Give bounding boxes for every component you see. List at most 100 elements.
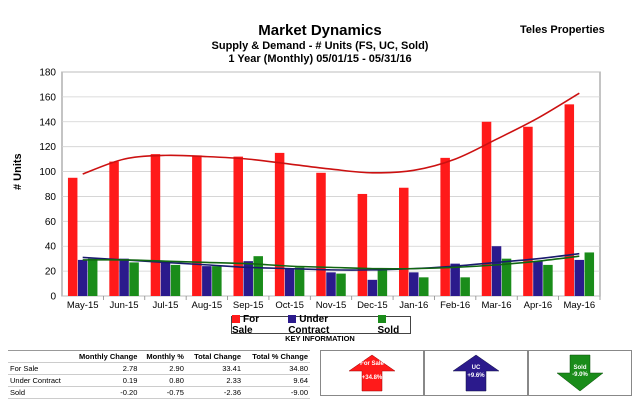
bar-for-sale — [399, 187, 409, 296]
bar-under-contract — [119, 258, 129, 296]
indicator-label: For Sale — [360, 361, 384, 367]
bar-chart: 0 20 40 60 80 100 120 140 160 180 May-15 Jun-15 Jul-… — [39, 68, 601, 311]
indicator-value: -9.0% — [572, 372, 588, 378]
trendline-sold — [82, 255, 580, 270]
key-information-heading: KEY INFORMATION — [285, 334, 355, 343]
x-tick-label: Feb-16 — [440, 300, 470, 311]
bar-for-sale — [481, 121, 492, 297]
x-tick-label: May-16 — [563, 300, 595, 311]
bar-under-contract — [284, 268, 295, 296]
chart-legend: For Sale Under Contract Sold — [231, 314, 411, 336]
indicator-label: UC — [471, 365, 481, 371]
table-cell: 33.41 — [185, 362, 244, 375]
bar-sold — [584, 252, 595, 296]
down-arrow-icon — [556, 354, 604, 392]
row-label: Under Contract — [8, 374, 70, 387]
bar-under-contract — [450, 263, 460, 296]
bar-sold — [336, 273, 346, 296]
y-tick-label: 120 — [39, 142, 56, 153]
brand-name: Teles Properties — [520, 24, 605, 36]
bar-sold — [377, 268, 388, 296]
bar-under-contract — [367, 279, 378, 296]
chart-period: 1 Year (Monthly) 05/01/15 - 05/31/16 — [228, 53, 412, 65]
legend-swatch-sold — [377, 315, 386, 323]
x-tick-label: Aug-15 — [192, 300, 223, 311]
legend-item-sold: Sold — [377, 314, 410, 336]
header-cell: Monthly Change — [69, 350, 140, 363]
bar-under-contract — [409, 272, 419, 296]
table-cell: -0.75 — [139, 386, 186, 399]
indicator-sold: Sold -9.0% — [528, 350, 632, 396]
bar-for-sale — [109, 161, 119, 296]
bar-under-contract — [574, 259, 585, 296]
y-tick-label: 100 — [39, 167, 56, 178]
indicator-value: +9.6% — [467, 373, 485, 379]
chart-title: Market Dynamics — [258, 22, 382, 39]
summary-table-header: Monthly Change Monthly % Total Change To… — [8, 350, 310, 363]
indicator-for-sale: For Sale +34.8% — [320, 350, 424, 396]
x-tick-label: Jan-16 — [399, 300, 428, 311]
y-tick-label: 0 — [50, 292, 56, 303]
bar-sold — [501, 258, 512, 296]
header-cell: Total Change — [185, 350, 244, 363]
bar-under-contract — [202, 266, 212, 296]
header-cell: Monthly % — [139, 350, 186, 363]
bar-sold — [87, 258, 98, 296]
y-axis-label: # Units — [12, 153, 24, 190]
bar-sold — [294, 267, 305, 296]
bar-sold — [253, 256, 263, 296]
legend-swatch-for-sale — [232, 315, 240, 323]
table-cell: -0.20 — [69, 386, 140, 399]
up-arrow-icon — [452, 354, 500, 392]
bar-sold — [129, 262, 139, 296]
bar-under-contract — [160, 261, 171, 296]
trendline-under-contract — [82, 252, 580, 271]
legend-label-sold: Sold — [377, 325, 400, 336]
y-tick-label: 80 — [45, 192, 57, 203]
x-tick-label: May-15 — [67, 300, 99, 311]
bar-for-sale — [357, 193, 368, 296]
table-cell: 0.19 — [69, 374, 140, 387]
x-tick-label: Jul-15 — [153, 300, 179, 311]
y-tick-label: 180 — [39, 68, 56, 79]
table-cell: 34.80 — [243, 362, 310, 375]
bar-sold — [170, 264, 181, 296]
bar-for-sale — [233, 156, 243, 296]
x-tick-label: Mar-16 — [481, 300, 511, 311]
table-cell: 2.90 — [139, 362, 186, 375]
table-cell: -9.00 — [243, 386, 310, 399]
bar-under-contract — [77, 259, 88, 296]
table-row: Sold -0.20 -0.75 -2.36 -9.00 — [8, 386, 310, 399]
header-cell: Total % Change — [243, 350, 310, 363]
table-cell: 9.64 — [243, 374, 310, 387]
bar-for-sale — [316, 172, 326, 296]
y-tick-label: 40 — [45, 242, 57, 253]
x-tick-label: Sep-15 — [233, 300, 264, 311]
table-row: For Sale 2.78 2.90 33.41 34.80 — [8, 362, 310, 375]
bar-under-contract — [491, 246, 502, 296]
bar-sold — [460, 277, 470, 296]
x-tick-label: Nov-15 — [316, 300, 347, 311]
legend-label-under-contract: Under Contract — [288, 314, 330, 336]
bar-for-sale — [274, 152, 285, 296]
legend-swatch-under-contract — [288, 315, 297, 323]
bar-for-sale — [523, 126, 533, 296]
bar-for-sale — [564, 104, 575, 296]
bar-under-contract — [243, 261, 253, 296]
x-tick-label: Oct-15 — [275, 300, 304, 311]
x-tick-label: Jun-15 — [110, 300, 139, 311]
row-label: For Sale — [8, 362, 70, 375]
up-arrow-icon — [348, 354, 396, 392]
legend-label-for-sale: For Sale — [232, 314, 260, 336]
table-cell: 2.33 — [185, 374, 244, 387]
header-cell — [8, 350, 70, 363]
trendline-for-sale — [82, 92, 580, 175]
table-cell: 2.78 — [69, 362, 140, 375]
table-row: Under Contract 0.19 0.80 2.33 9.64 — [8, 374, 310, 387]
indicator-under-contract: UC +9.6% — [424, 350, 528, 396]
table-cell: 0.80 — [139, 374, 186, 387]
bar-under-contract — [533, 261, 543, 296]
legend-item-for-sale: For Sale — [232, 314, 282, 336]
indicator-value: +34.8% — [361, 375, 383, 381]
y-tick-label: 20 — [45, 267, 57, 278]
